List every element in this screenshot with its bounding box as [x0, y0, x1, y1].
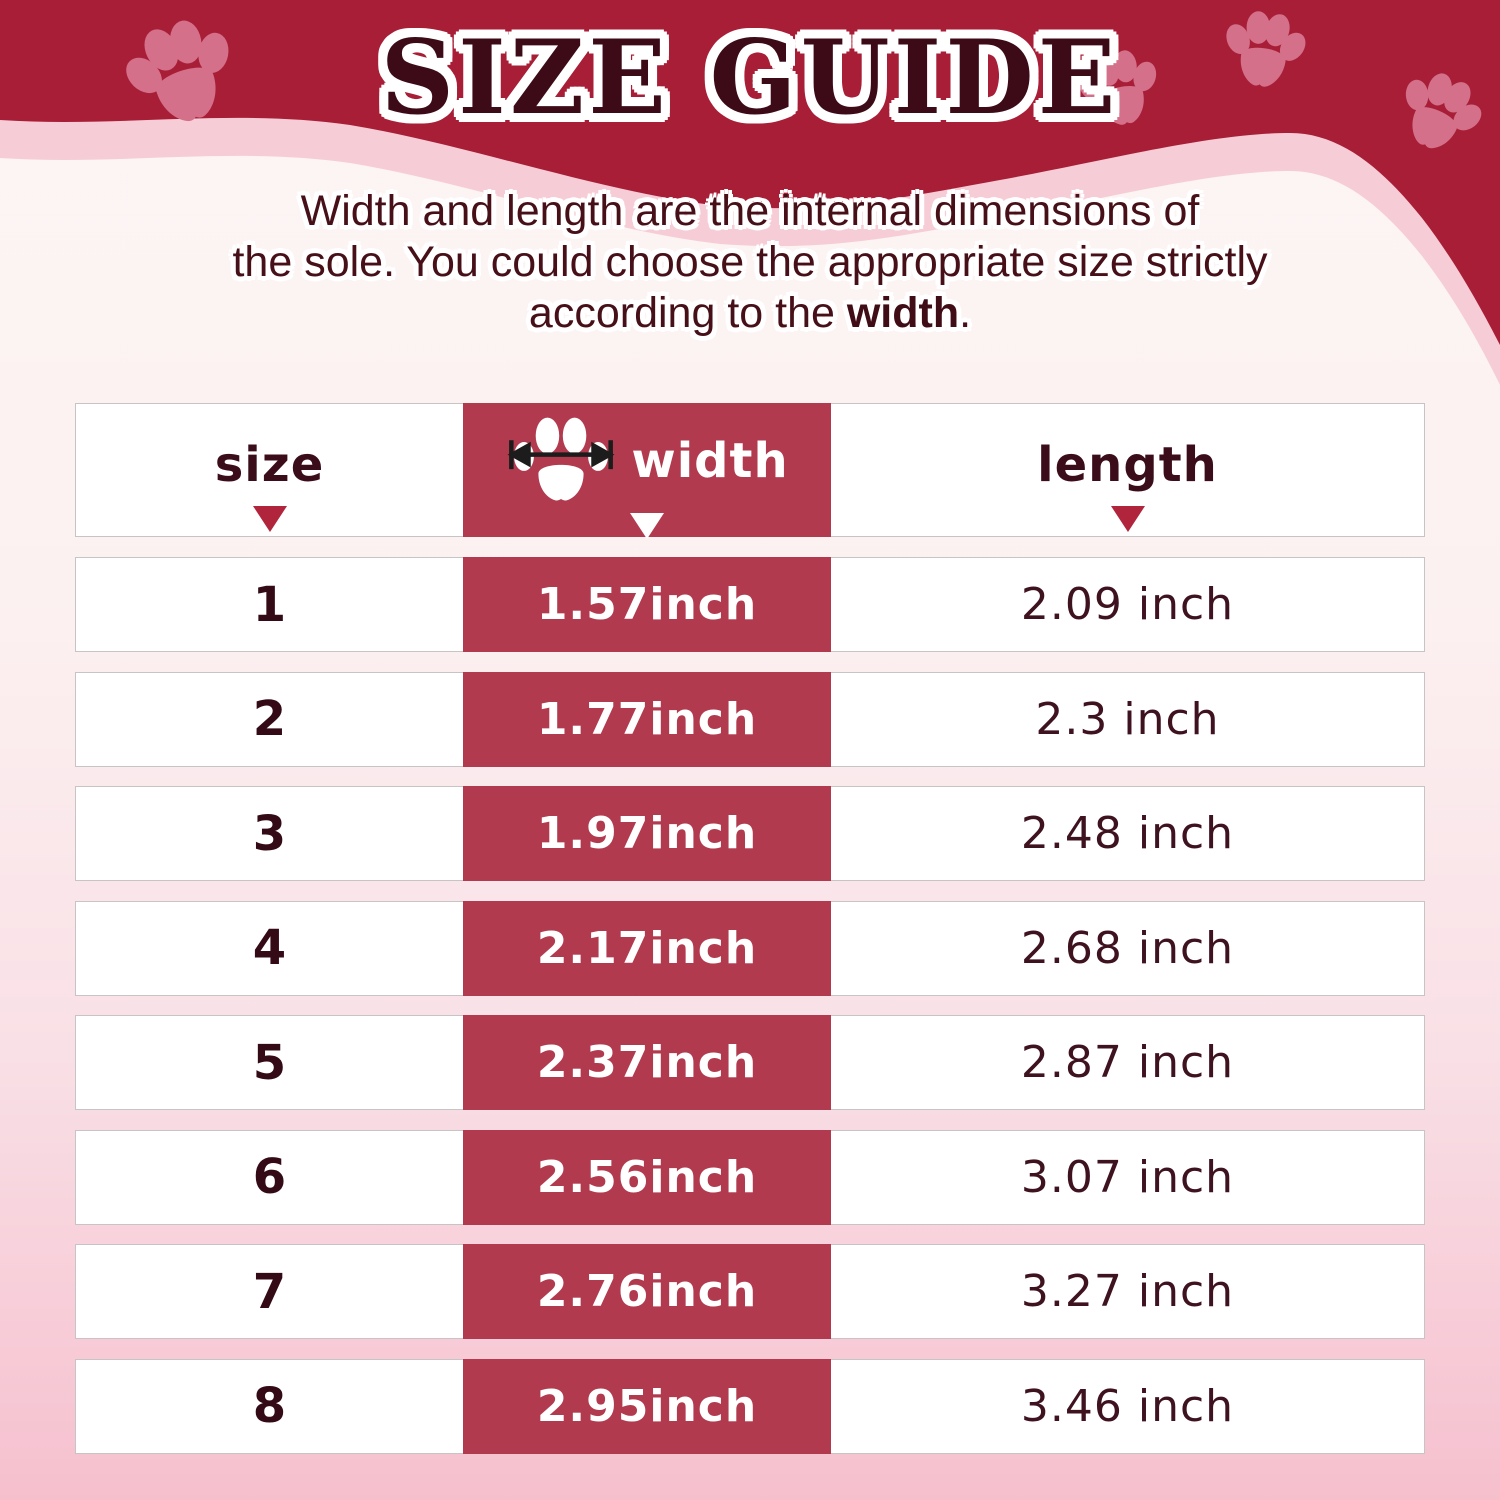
length-column-header: length: [1037, 437, 1218, 493]
length-cell: 3.46 inch: [1020, 1380, 1235, 1432]
length-cell: 3.07 inch: [1020, 1151, 1235, 1203]
table-row: 2 1.77inch 2.3 inch: [75, 671, 1425, 767]
size-cell: 1: [252, 576, 287, 633]
table-row: 1 1.57inch 2.09 inch: [75, 557, 1425, 652]
width-column-header: width: [631, 433, 789, 489]
table-row: 4 2.17inch 2.68 inch: [75, 900, 1425, 996]
down-triangle-icon: [1110, 506, 1145, 532]
paw-width-measure-icon: [507, 417, 615, 501]
size-table: size: [75, 403, 1425, 1454]
width-header-cell: width: [463, 403, 831, 539]
size-cell: 3: [252, 805, 287, 862]
intro-text: Width and length are the internal dimens…: [100, 186, 1400, 339]
size-cell: 7: [252, 1263, 287, 1320]
wave-red-banner: [0, 0, 1500, 345]
intro-width-emphasis: width: [846, 289, 960, 337]
double-headed-arrow-icon: [507, 440, 615, 470]
size-cell: 5: [252, 1034, 287, 1091]
wave-banner-background: [0, 0, 1500, 385]
width-cell: 1.57inch: [463, 557, 831, 652]
size-cell: 4: [252, 920, 287, 976]
intro-line-2: the sole. You could choose the appropria…: [232, 238, 1268, 286]
table-row: 3 1.97inch 2.48 inch: [75, 786, 1425, 881]
table-row: 6 2.56inch 3.07 inch: [75, 1129, 1425, 1225]
intro-line-3: according to the width.: [528, 289, 972, 337]
width-cell: 2.95inch: [463, 1358, 831, 1454]
length-cell: 2.09 inch: [1020, 579, 1235, 630]
length-cell: 2.48 inch: [1020, 808, 1235, 859]
table-row: 5 2.37inch 2.87 inch: [75, 1015, 1425, 1110]
size-cell: 2: [252, 691, 287, 747]
width-cell: 1.77inch: [463, 671, 831, 767]
size-cell: 6: [252, 1149, 287, 1205]
length-cell: 2.68 inch: [1020, 922, 1235, 974]
length-header-cell: length: [831, 404, 1424, 536]
page-title: SIZE GUIDE: [380, 18, 1120, 138]
width-cell: 1.97inch: [463, 786, 831, 881]
intro-line-1: Width and length are the internal dimens…: [300, 187, 1200, 235]
table-row: 8 2.95inch 3.46 inch: [75, 1358, 1425, 1454]
size-header-cell: size: [76, 404, 463, 536]
width-cell: 2.37inch: [463, 1015, 831, 1110]
down-triangle-icon: [252, 506, 287, 532]
size-cell: 8: [252, 1378, 287, 1434]
width-cell: 2.76inch: [463, 1244, 831, 1339]
table-row: 7 2.76inch 3.27 inch: [75, 1244, 1425, 1339]
down-triangle-icon: [630, 513, 664, 539]
length-cell: 3.27 inch: [1020, 1266, 1235, 1317]
width-cell: 2.56inch: [463, 1129, 831, 1225]
width-cell: 2.17inch: [463, 900, 831, 996]
size-column-header: size: [214, 437, 325, 493]
table-header-row: size: [75, 403, 1425, 539]
length-cell: 2.87 inch: [1020, 1037, 1235, 1088]
length-cell: 2.3 inch: [1035, 693, 1220, 745]
